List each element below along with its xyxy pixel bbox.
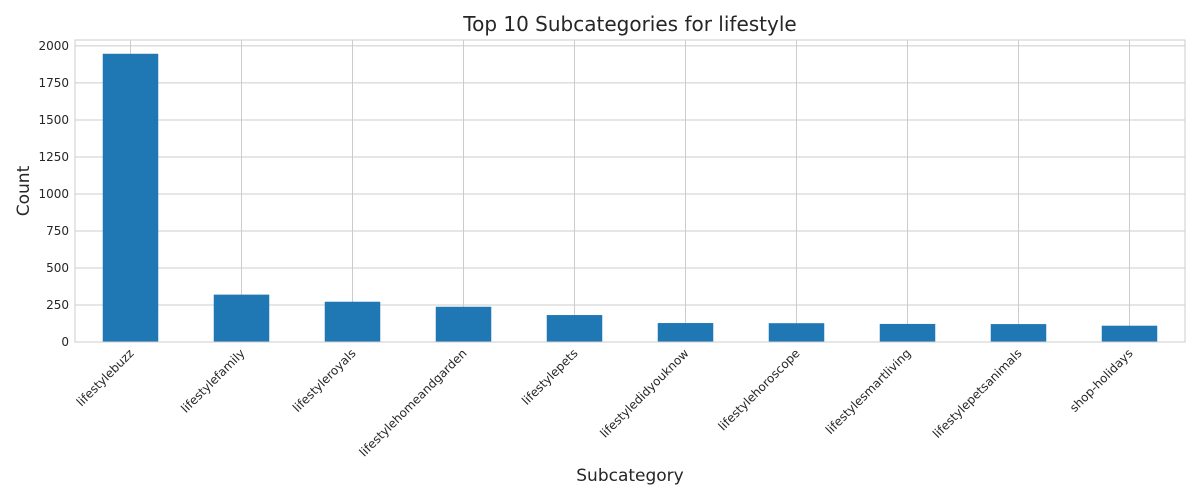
x-tick-label: lifestylebuzz [74, 346, 137, 409]
bars [102, 53, 1158, 343]
bar [657, 323, 714, 342]
y-tick-label: 2000 [38, 39, 69, 53]
x-axis-label: Subcategory [576, 466, 684, 486]
bar [1101, 325, 1158, 342]
chart-title: Top 10 Subcategories for lifestyle [462, 12, 796, 36]
bar [768, 323, 825, 342]
x-tick-label: lifestylepetsanimals [930, 346, 1025, 441]
y-tick-label: 500 [46, 261, 69, 275]
y-tick-label: 1250 [38, 150, 69, 164]
x-tick-label: lifestylehomeandgarden [357, 346, 470, 459]
x-tick-label: lifestylefamily [178, 346, 247, 415]
y-tick-label: 1000 [38, 187, 69, 201]
plot-frame [74, 39, 1186, 343]
y-tick-label: 250 [46, 298, 69, 312]
bar [435, 306, 492, 342]
y-axis-label: Count [14, 165, 34, 216]
x-tick-label: lifestylesmartliving [823, 346, 914, 437]
bar [546, 315, 603, 342]
y-tick-label: 750 [46, 224, 69, 238]
bar [990, 324, 1047, 342]
x-tick-label: lifestylepets [519, 346, 581, 408]
x-tick-label: shop-holidays [1067, 346, 1136, 415]
x-axis-ticks: lifestylebuzz lifestylefamily lifestyleroy… [74, 346, 1136, 459]
grid [75, 40, 1185, 343]
bar [102, 53, 159, 343]
y-axis-ticks: 0 250 500 750 1000 1250 1500 1750 2000 [38, 39, 69, 349]
bar [879, 323, 936, 342]
y-tick-label: 1750 [38, 76, 69, 90]
x-tick-label: lifestylehoroscope [716, 346, 803, 433]
bar [213, 294, 270, 342]
y-tick-label: 1500 [38, 113, 69, 127]
bar [324, 301, 381, 342]
x-tick-label: lifestyleroyals [290, 346, 359, 415]
y-tick-label: 0 [61, 335, 69, 349]
x-tick-label: lifestyledidyouknow [597, 346, 691, 440]
